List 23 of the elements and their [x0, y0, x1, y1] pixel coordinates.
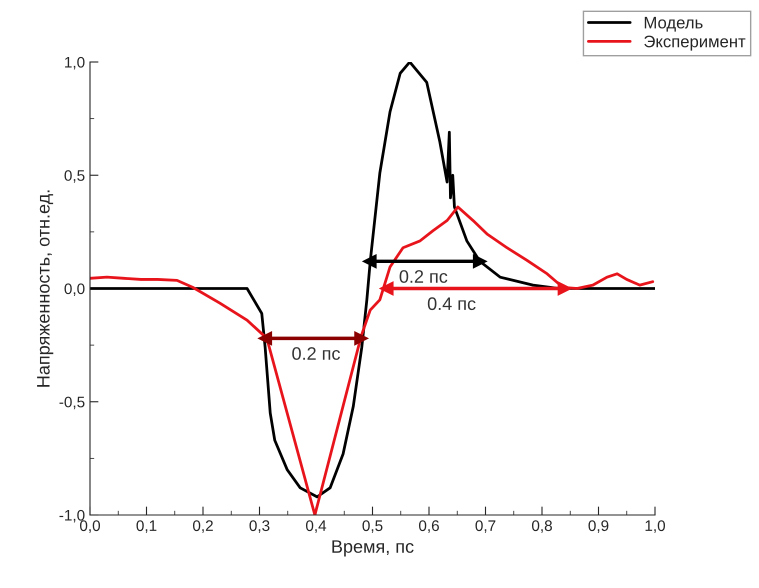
x-tick-label: 0,3	[249, 520, 270, 533]
x-tick-label: 0,5	[362, 520, 382, 533]
annotation: 0.2 пс	[400, 270, 448, 283]
y-axis-title: Напряженность, отн.ед.	[37, 190, 54, 387]
legend-label: Эксперимент	[644, 36, 746, 51]
y-tick-label: 1,0	[65, 56, 85, 70]
x-tick-label: 1,0	[646, 520, 666, 533]
annotation: 0.2 пс	[292, 347, 340, 360]
x-tick-label: 0,6	[418, 520, 439, 533]
x-tick-label: 0,7	[475, 520, 496, 533]
x-tick-label: 0,9	[588, 520, 608, 533]
x-tick-label: 0,0	[80, 520, 100, 533]
x-axis-title: Время, пс	[332, 540, 414, 556]
y-tick-label: 0,0	[64, 283, 85, 296]
legend-label: Модель	[644, 16, 703, 32]
x-tick-label: 0,4	[306, 520, 326, 533]
y-tick-label: -0,5	[59, 396, 84, 410]
x-tick-label: 0,2	[192, 520, 213, 533]
x-tick-label: 0,8	[532, 520, 552, 533]
x-tick-label: 0,1	[136, 520, 156, 533]
y-tick-label: 0,5	[64, 170, 84, 183]
annotation: 0.4 пс	[428, 297, 476, 310]
y-tick-label: -1,0	[59, 510, 85, 522]
